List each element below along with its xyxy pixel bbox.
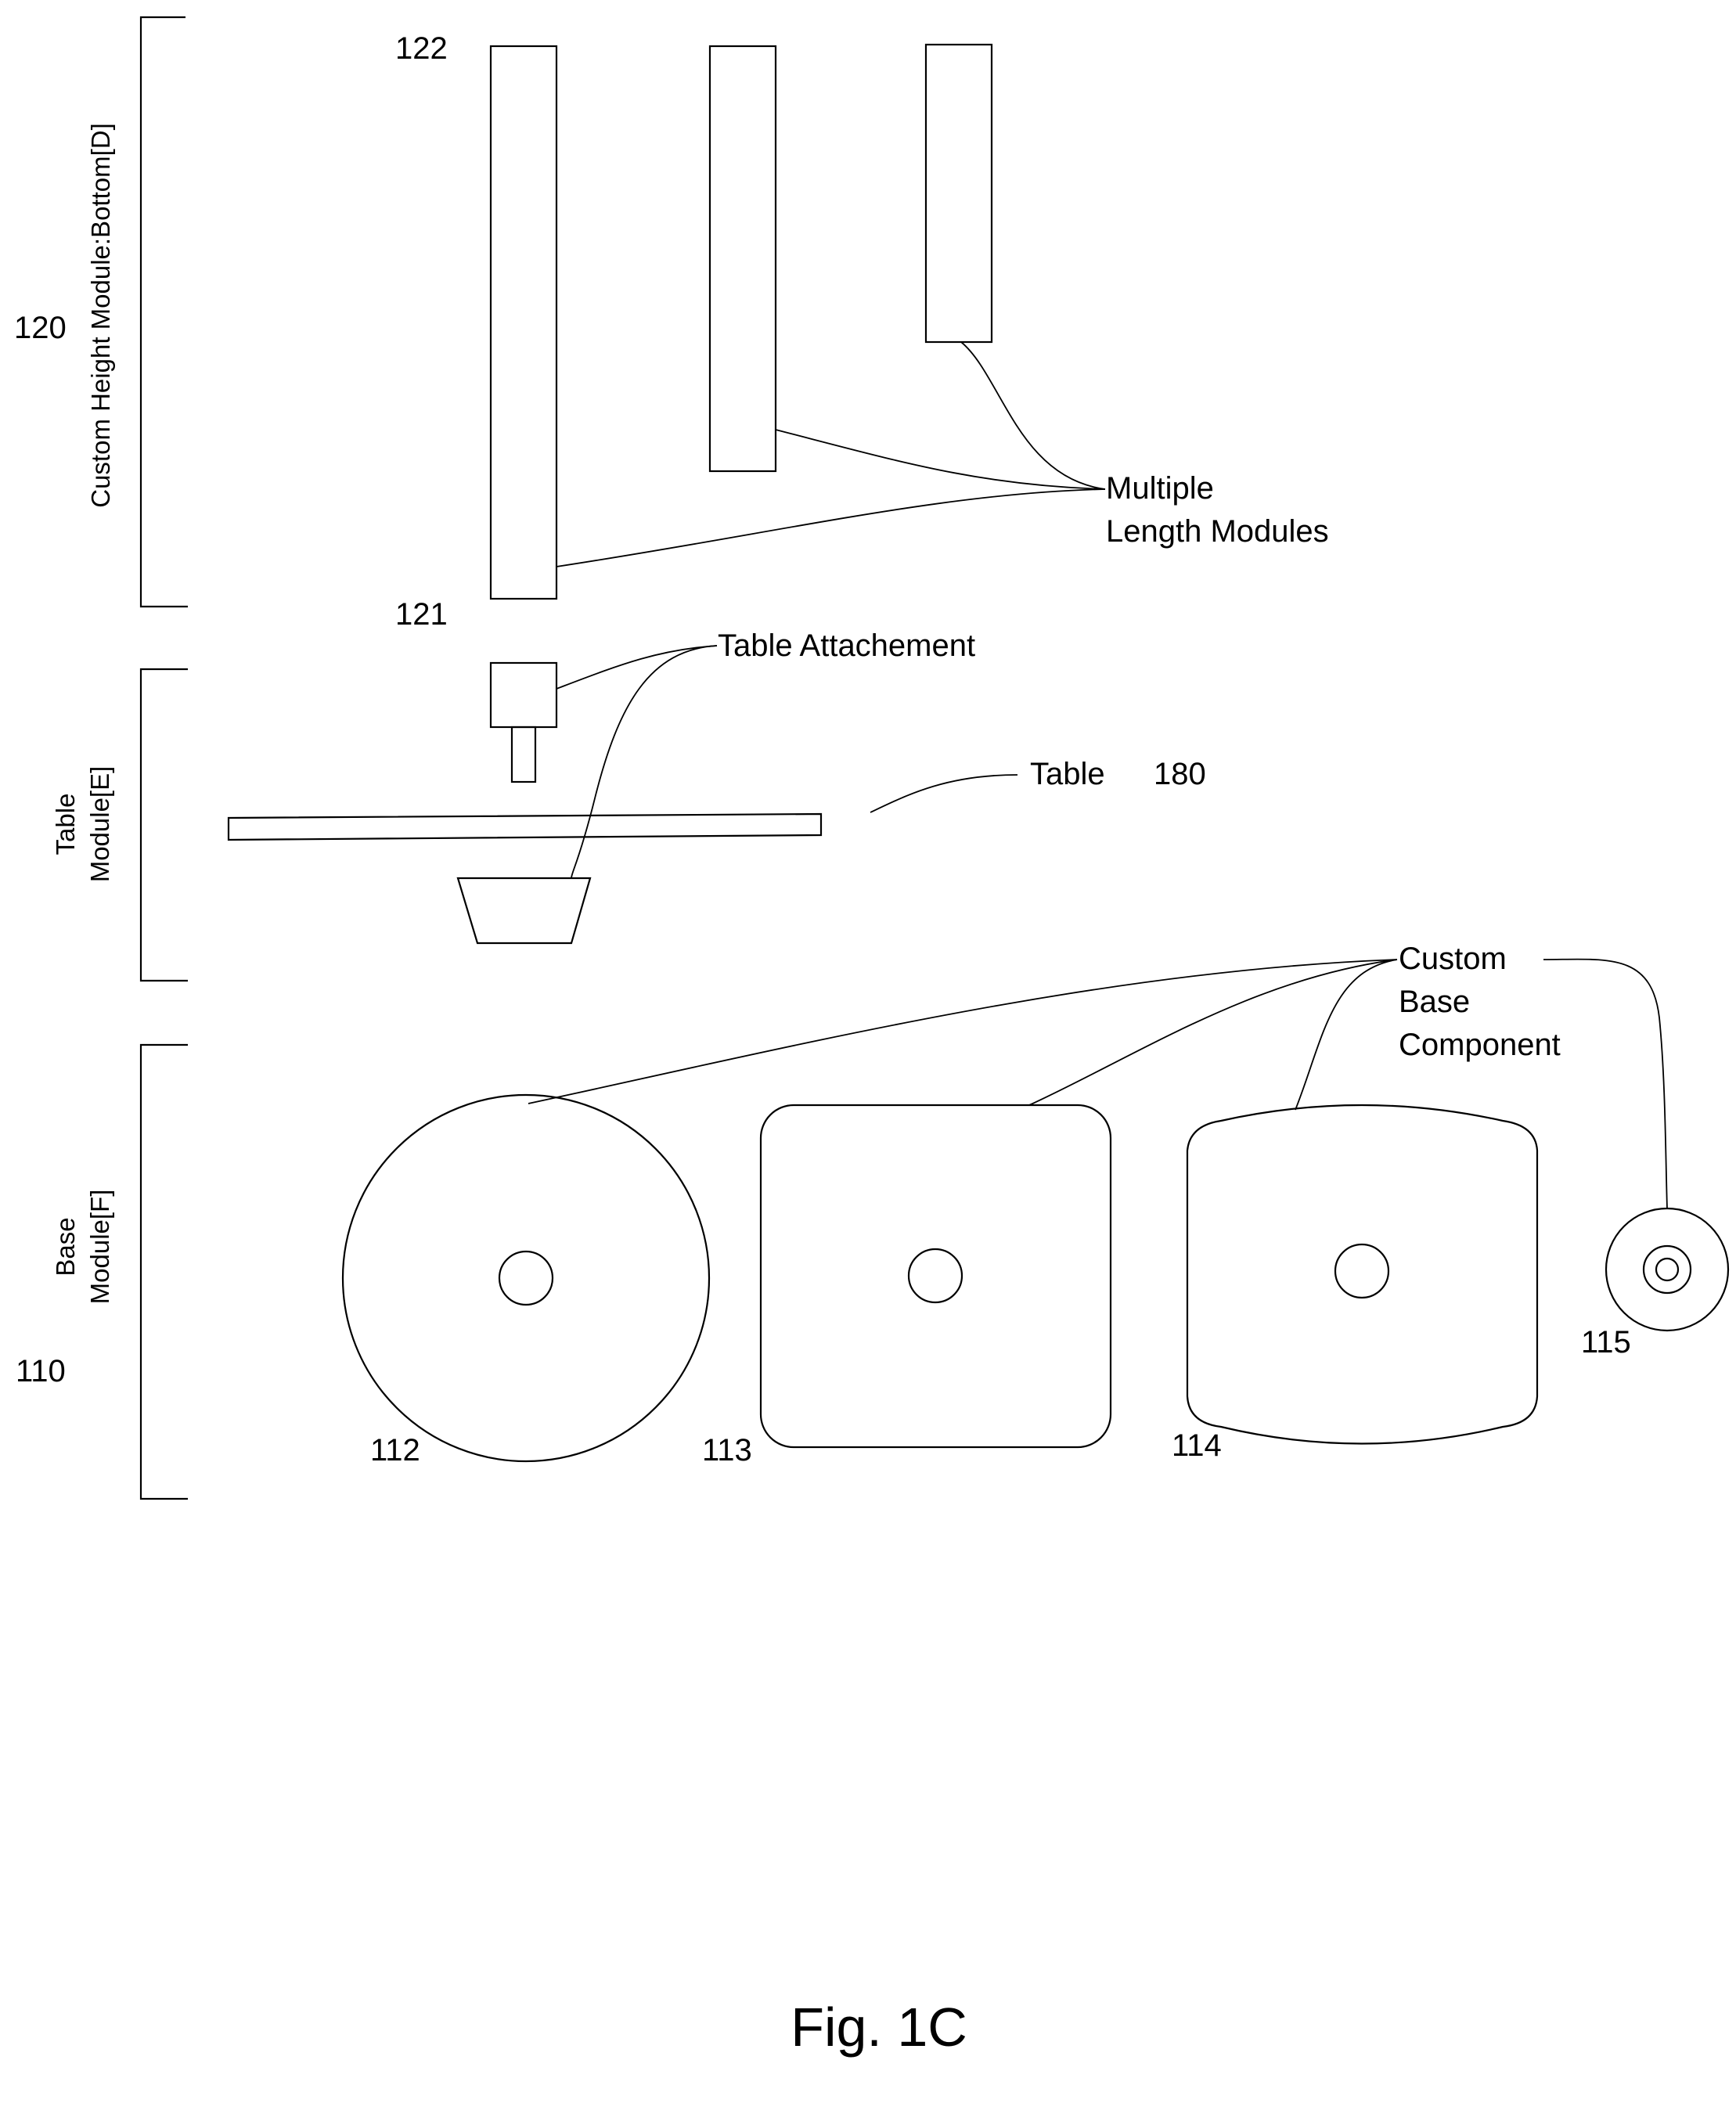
base-module-label-line2: Module[F]	[85, 1190, 114, 1305]
base-small	[1606, 1208, 1728, 1331]
height-module-number: 120	[14, 311, 67, 345]
leader-table	[870, 775, 1017, 812]
leader-base-round	[528, 960, 1397, 1104]
multiple-label-line1: Multiple	[1106, 471, 1214, 506]
ref-112: 112	[370, 1433, 420, 1468]
base-module-label: Base Module[F]	[51, 1190, 114, 1305]
ref-122: 122	[395, 31, 448, 66]
ref-114: 114	[1172, 1428, 1222, 1463]
table-attachment-label: Table Attachement	[718, 628, 975, 663]
leader-short-module	[961, 342, 1105, 489]
base-module-bracket	[141, 1045, 188, 1499]
base-square-hole	[909, 1249, 962, 1302]
leader-long-module	[556, 489, 1105, 567]
leader-attachment-block	[556, 646, 717, 689]
figure-caption: Fig. 1C	[791, 1997, 967, 2058]
custom-base-label-line3: Component	[1399, 1028, 1561, 1062]
table-module-label-line2: Module[E]	[85, 766, 114, 883]
custom-base-label-line2: Base	[1399, 985, 1470, 1019]
base-module-label-line1: Base	[51, 1217, 80, 1276]
table-label-word: Table	[1030, 757, 1105, 791]
length-module-short	[926, 45, 992, 342]
base-barrel	[1187, 1105, 1537, 1444]
multiple-label-line2: Length Modules	[1106, 514, 1329, 549]
base-round-hole	[499, 1251, 553, 1305]
table-label-number: 180	[1154, 757, 1206, 791]
table-module-label-line1: Table	[51, 794, 80, 855]
base-small-inner	[1656, 1259, 1678, 1280]
length-module-long	[491, 46, 556, 599]
table-attachment-cup	[458, 878, 590, 943]
table-module-bracket	[141, 669, 188, 981]
table-module-label: Table Module[E]	[51, 766, 114, 883]
leader-medium-module	[776, 430, 1105, 489]
table-attachment-block	[491, 663, 556, 727]
base-square	[761, 1105, 1111, 1447]
base-barrel-outline	[1187, 1105, 1537, 1444]
ref-115: 115	[1581, 1325, 1631, 1360]
ref-113: 113	[702, 1433, 752, 1468]
leader-base-small	[1543, 960, 1667, 1208]
base-module-number: 110	[16, 1354, 66, 1388]
leader-base-barrel	[1295, 960, 1397, 1110]
base-round	[343, 1095, 709, 1461]
base-round-outline	[343, 1095, 709, 1461]
base-small-outer	[1606, 1208, 1728, 1331]
ref-121: 121	[395, 597, 448, 632]
table-board	[229, 814, 821, 840]
height-module-label: Custom Height Module:Bottom[D]	[86, 123, 115, 508]
leader-attachment-cup	[571, 646, 717, 878]
custom-base-label-line1: Custom	[1399, 942, 1507, 976]
length-module-medium	[710, 46, 776, 471]
base-barrel-hole	[1335, 1244, 1388, 1298]
base-small-middle	[1644, 1246, 1691, 1293]
base-square-outline	[761, 1105, 1111, 1447]
table-attachment-pin	[512, 727, 535, 782]
leader-base-square	[1029, 960, 1397, 1105]
height-module-bracket	[141, 17, 188, 607]
